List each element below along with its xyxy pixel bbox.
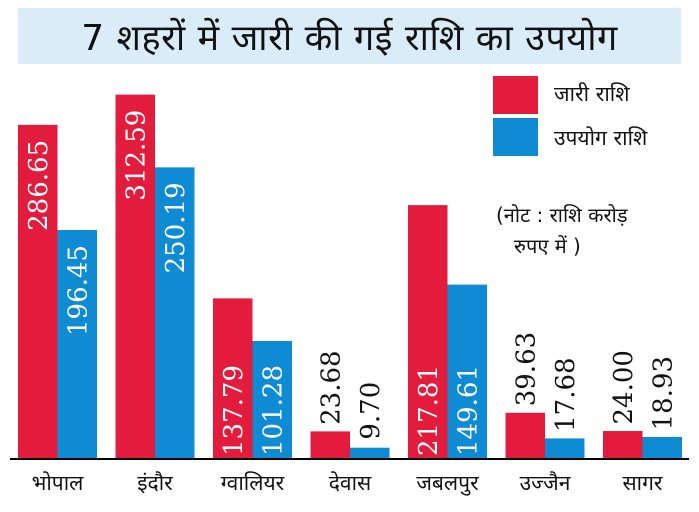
bar-used-gwalior bbox=[252, 340, 292, 459]
note-line-2: रुपए में ) bbox=[514, 234, 581, 258]
legend-label-issued: जारी राशि bbox=[554, 82, 630, 106]
value-label-used-sagar: 18.93 bbox=[648, 356, 678, 430]
note-line-1: (नोट : राशि करोड़ bbox=[496, 203, 628, 227]
category-label-sagar: सागर bbox=[622, 471, 662, 495]
legend-swatch-issued bbox=[493, 76, 538, 114]
value-label-used-indore: 250.19 bbox=[161, 182, 191, 273]
value-label-used-ujjain: 17.68 bbox=[551, 357, 581, 431]
bar-used-dewas bbox=[350, 447, 390, 459]
category-label-bhopal: भोपाल bbox=[32, 471, 85, 495]
category-label-ujjain: उज्जैन bbox=[520, 471, 571, 495]
value-label-used-dewas: 9.70 bbox=[356, 382, 386, 440]
value-label-issued-bhopal: 286.65 bbox=[24, 140, 54, 231]
category-label-indore: इंदौर bbox=[137, 471, 173, 495]
bar-used-sagar bbox=[642, 436, 682, 459]
value-label-used-jabalpur: 149.61 bbox=[453, 365, 483, 456]
bar-issued-jabalpur bbox=[408, 205, 448, 459]
category-labels-group: भोपाल इंदौर ग्वालियर देवास जबलपुर उज्जैन सागर bbox=[32, 471, 663, 496]
value-label-issued-gwalior: 137.79 bbox=[219, 365, 249, 456]
bar-used-jabalpur bbox=[447, 284, 487, 459]
category-label-gwalior: ग्वालियर bbox=[221, 471, 285, 495]
value-labels-group: 286.65 196.45 312.59 250.19 137.79 101.28 23.6… bbox=[24, 110, 679, 456]
bar-used-bhopal bbox=[57, 230, 97, 459]
chart-title-bar: 7 शहरों में जारी की गई राशि का उपयोग bbox=[18, 8, 681, 64]
legend-label-used: उपयोग राशि bbox=[554, 126, 648, 150]
category-label-jabalpur: जबलपुर bbox=[416, 471, 479, 496]
category-label-dewas: देवास bbox=[329, 471, 372, 495]
bars-group bbox=[18, 94, 682, 460]
value-label-used-gwalior: 101.28 bbox=[258, 365, 288, 456]
value-label-issued-ujjain: 39.63 bbox=[511, 332, 541, 406]
bar-used-indore bbox=[155, 167, 195, 459]
bar-issued-bhopal bbox=[18, 124, 58, 459]
value-label-used-bhopal: 196.45 bbox=[63, 245, 93, 336]
chart-title: 7 शहरों में जारी की गई राशि का उपयोग bbox=[81, 17, 618, 59]
bar-issued-gwalior bbox=[213, 298, 253, 459]
bar-issued-ujjain bbox=[505, 412, 545, 459]
legend-swatch-used bbox=[493, 118, 538, 156]
value-label-issued-indore: 312.59 bbox=[121, 110, 151, 201]
value-label-issued-jabalpur: 217.81 bbox=[414, 365, 444, 456]
bar-issued-dewas bbox=[310, 431, 350, 459]
bar-issued-indore bbox=[115, 94, 155, 460]
bar-issued-sagar bbox=[603, 431, 643, 459]
legend: जारी राशि उपयोग राशि bbox=[493, 76, 648, 156]
value-label-issued-dewas: 23.68 bbox=[316, 350, 346, 424]
value-label-issued-sagar: 24.00 bbox=[609, 350, 639, 424]
bar-used-ujjain bbox=[545, 438, 585, 459]
